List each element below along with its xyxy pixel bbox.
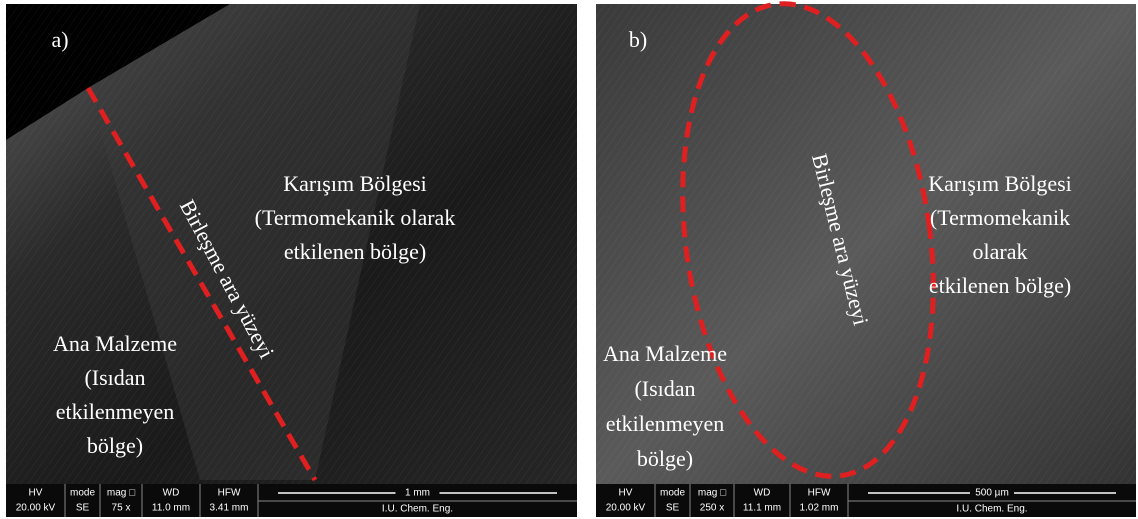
info-header: mode [70, 488, 95, 499]
institution: I.U. Chem. Eng. [382, 504, 453, 515]
zone-label: (Termomekanik [930, 205, 1070, 230]
zone-label: bölge) [637, 446, 693, 471]
info-header: HFW [808, 488, 831, 499]
zone-label: Karışım Bölgesi [928, 171, 1072, 196]
info-value: SE [76, 503, 90, 514]
info-header: HFW [218, 488, 241, 499]
zone-label: Karışım Bölgesi [283, 171, 427, 196]
zone-label: (Termomekanik olarak [255, 205, 456, 230]
figure: a) Karışım Bölgesi (Termomekanik olarak etk… [0, 0, 1138, 519]
info-value: 3.41 mm [210, 503, 249, 514]
info-header: mag □ [698, 488, 726, 499]
panel-label: b) [629, 27, 647, 52]
zone-label: etkilenen bölge) [284, 239, 426, 264]
zone-label: etkilenmeyen [606, 411, 725, 436]
institution: I.U. Chem. Eng. [956, 504, 1027, 515]
info-header: HV [619, 488, 633, 499]
scale-label: 500 µm [975, 488, 1009, 499]
info-value: 20.00 kV [16, 503, 56, 514]
info-header: mag □ [107, 488, 135, 499]
info-value: 20.00 kV [606, 503, 646, 514]
info-value: SE [666, 503, 680, 514]
zone-label: etkilenmeyen [56, 399, 175, 424]
info-header: WD [754, 488, 771, 499]
scale-label: 1 mm [405, 488, 430, 499]
zone-label: Ana Malzeme [603, 341, 727, 366]
info-header: WD [163, 488, 180, 499]
info-header: HV [29, 488, 43, 499]
zone-label: (Isıdan [84, 365, 145, 390]
zone-label: etkilenen bölge) [929, 273, 1071, 298]
info-value: 250 x [700, 503, 724, 514]
zone-label: Ana Malzeme [53, 331, 177, 356]
info-value: 1.02 mm [800, 503, 839, 514]
zone-label: bölge) [87, 433, 143, 458]
zone-label: (Isıdan [634, 376, 695, 401]
info-value: 75 x [112, 503, 131, 514]
zone-label: olarak [973, 239, 1028, 264]
info-value: 11.1 mm [743, 503, 781, 514]
info-header: mode [660, 488, 685, 499]
panel-label: a) [51, 27, 68, 52]
info-value: 11.0 mm [152, 503, 190, 514]
